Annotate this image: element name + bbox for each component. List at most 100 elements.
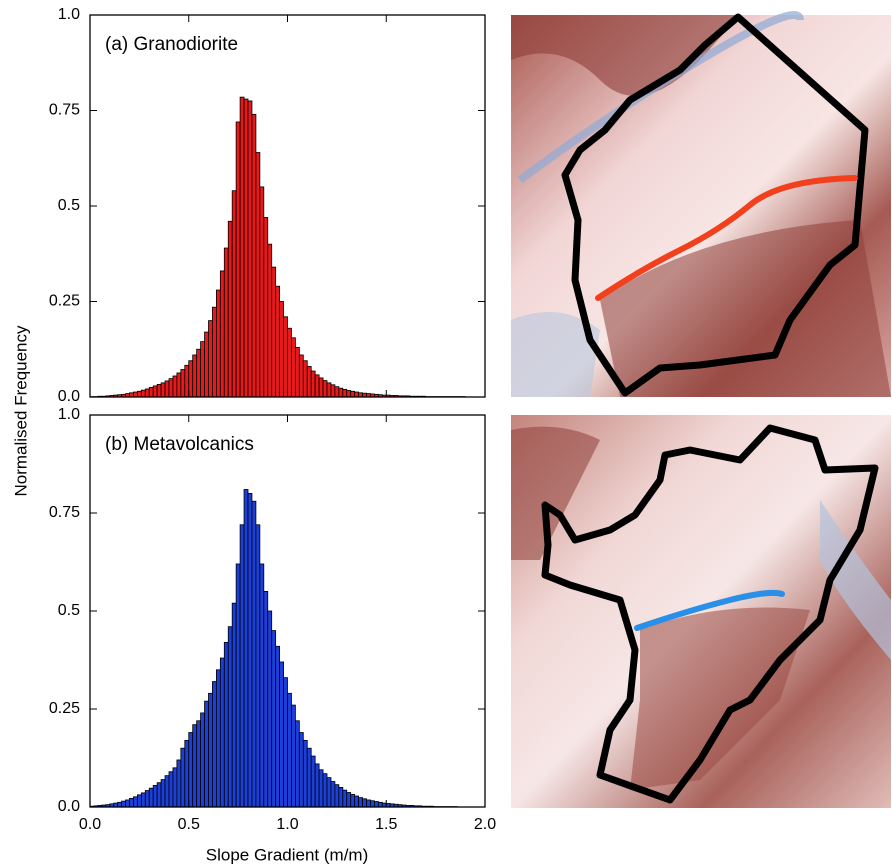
bar — [223, 641, 229, 808]
map-b — [511, 415, 891, 808]
bar — [302, 360, 308, 398]
bar — [287, 692, 292, 808]
bar — [148, 787, 154, 808]
y-tick-label: 0.5 — [58, 197, 80, 214]
y-tick-label: 0.75 — [49, 504, 80, 521]
y-tick-label: 0.25 — [49, 700, 80, 717]
bar — [294, 346, 300, 398]
bar — [350, 794, 356, 808]
bar — [140, 792, 146, 808]
bar — [121, 800, 126, 808]
bar — [164, 775, 170, 808]
bar — [263, 217, 269, 398]
x-tick-label: 1.0 — [276, 816, 298, 833]
bar — [377, 801, 383, 808]
bar — [212, 681, 217, 808]
bar — [219, 270, 225, 398]
bar — [342, 789, 348, 808]
bar — [215, 669, 221, 808]
bar — [172, 375, 178, 398]
x-tick-label: 2.0 — [474, 816, 496, 833]
bar — [298, 354, 304, 398]
bar — [176, 759, 182, 808]
bar — [148, 387, 154, 398]
bar — [373, 801, 379, 808]
map-a — [511, 11, 891, 397]
bar — [227, 626, 233, 808]
bar — [243, 489, 249, 808]
y-tick-label: 0.0 — [58, 798, 80, 815]
bar — [200, 712, 205, 808]
y-tick-label: 0.5 — [58, 602, 80, 619]
x-tick-label: 0.0 — [79, 816, 101, 833]
bar — [184, 364, 190, 398]
bar — [235, 121, 241, 398]
bar — [239, 96, 245, 398]
bar — [310, 755, 316, 808]
bar — [136, 794, 142, 808]
bar — [184, 739, 190, 808]
bar — [208, 692, 213, 808]
bar — [279, 661, 284, 808]
bar — [275, 285, 280, 398]
y-tick-label: 0.0 — [58, 388, 80, 405]
bar — [362, 798, 367, 808]
bar — [212, 306, 217, 398]
x-axis-label: Slope Gradient (m/m) — [206, 845, 369, 864]
bar — [346, 390, 352, 398]
bar — [133, 796, 138, 808]
bar — [271, 630, 277, 808]
bar — [275, 645, 280, 808]
bar — [322, 380, 328, 398]
bar — [350, 390, 356, 398]
bar — [338, 787, 344, 808]
bar — [180, 747, 186, 808]
bar — [223, 247, 229, 398]
bar — [160, 779, 166, 808]
bar — [326, 382, 332, 398]
bar — [196, 720, 201, 808]
bar — [227, 220, 233, 398]
bar — [231, 602, 237, 808]
bar — [204, 331, 209, 398]
x-tick-label: 1.5 — [375, 816, 397, 833]
bar — [279, 301, 284, 398]
bar — [330, 781, 336, 808]
bar — [133, 391, 138, 398]
bar — [334, 784, 340, 808]
bar — [294, 720, 300, 808]
panel-annotation: (a) Granodiorite — [105, 34, 238, 55]
bar — [180, 369, 186, 398]
bar — [267, 610, 273, 808]
x-tick-label: 0.5 — [178, 816, 200, 833]
bar — [247, 492, 253, 808]
bar — [326, 777, 332, 808]
bar — [200, 341, 205, 398]
bar — [204, 700, 209, 808]
bar — [168, 378, 174, 398]
y-tick-label: 1.0 — [58, 6, 80, 23]
bar — [366, 799, 371, 808]
bar — [235, 563, 241, 808]
bar — [318, 377, 324, 398]
bar — [168, 771, 174, 808]
bar — [259, 563, 265, 808]
bar — [188, 732, 194, 808]
bar — [306, 747, 312, 808]
bar — [156, 782, 162, 808]
bar — [188, 360, 194, 398]
bar — [263, 591, 269, 808]
bar — [219, 657, 225, 808]
y-tick-label: 1.0 — [58, 406, 80, 423]
bar — [291, 337, 296, 398]
bar — [247, 100, 253, 398]
bar — [136, 390, 142, 398]
bar — [291, 704, 296, 808]
bar — [314, 763, 320, 808]
bar — [125, 799, 130, 808]
bar — [231, 190, 237, 398]
bar — [144, 790, 150, 808]
bar — [215, 289, 221, 398]
bar — [322, 773, 328, 808]
bar — [152, 785, 158, 808]
